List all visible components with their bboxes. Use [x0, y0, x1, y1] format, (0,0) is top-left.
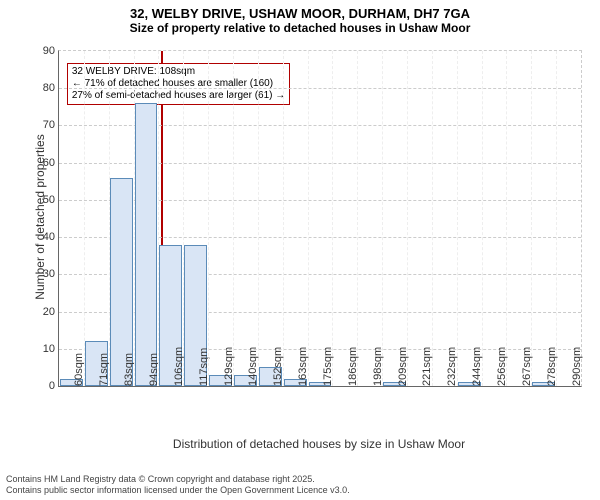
grid-line-v: [233, 51, 234, 386]
plot-area: 32 WELBY DRIVE: 108sqm ← 71% of detached…: [58, 50, 582, 387]
grid-line-v: [482, 51, 483, 386]
x-axis-label: Distribution of detached houses by size …: [58, 437, 580, 451]
grid-line-v: [407, 51, 408, 386]
grid-line-v: [382, 51, 383, 386]
page-subtitle: Size of property relative to detached ho…: [0, 21, 600, 39]
y-axis-label: Number of detached properties: [33, 117, 47, 317]
grid-line-v: [457, 51, 458, 386]
grid-line-v: [283, 51, 284, 386]
grid-line-h: [59, 88, 581, 89]
y-tick-label: 90: [43, 45, 59, 57]
y-tick-label: 0: [49, 380, 59, 392]
grid-line-v: [332, 51, 333, 386]
annotation-line-larger: 27% of semi-detached houses are larger (…: [72, 90, 285, 102]
x-tick-label: 290sqm: [569, 347, 583, 386]
grid-line-v: [556, 51, 557, 386]
histogram-bar: [135, 103, 158, 386]
annotation-title: 32 WELBY DRIVE: 108sqm: [72, 66, 285, 78]
annotation-box: 32 WELBY DRIVE: 108sqm ← 71% of detached…: [67, 63, 290, 105]
grid-line-v: [357, 51, 358, 386]
y-tick-label: 10: [43, 343, 59, 355]
grid-line-v: [208, 51, 209, 386]
grid-line-v: [258, 51, 259, 386]
grid-line-v: [84, 51, 85, 386]
footer-attribution: Contains HM Land Registry data © Crown c…: [6, 474, 350, 496]
grid-line-v: [506, 51, 507, 386]
grid-line-v: [531, 51, 532, 386]
page-title: 32, WELBY DRIVE, USHAW MOOR, DURHAM, DH7…: [0, 0, 600, 21]
chart-container: 32, WELBY DRIVE, USHAW MOOR, DURHAM, DH7…: [0, 0, 600, 500]
footer-line-1: Contains HM Land Registry data © Crown c…: [6, 474, 350, 485]
grid-line-v: [432, 51, 433, 386]
grid-line-v: [308, 51, 309, 386]
footer-line-2: Contains public sector information licen…: [6, 485, 350, 496]
y-tick-label: 80: [43, 82, 59, 94]
